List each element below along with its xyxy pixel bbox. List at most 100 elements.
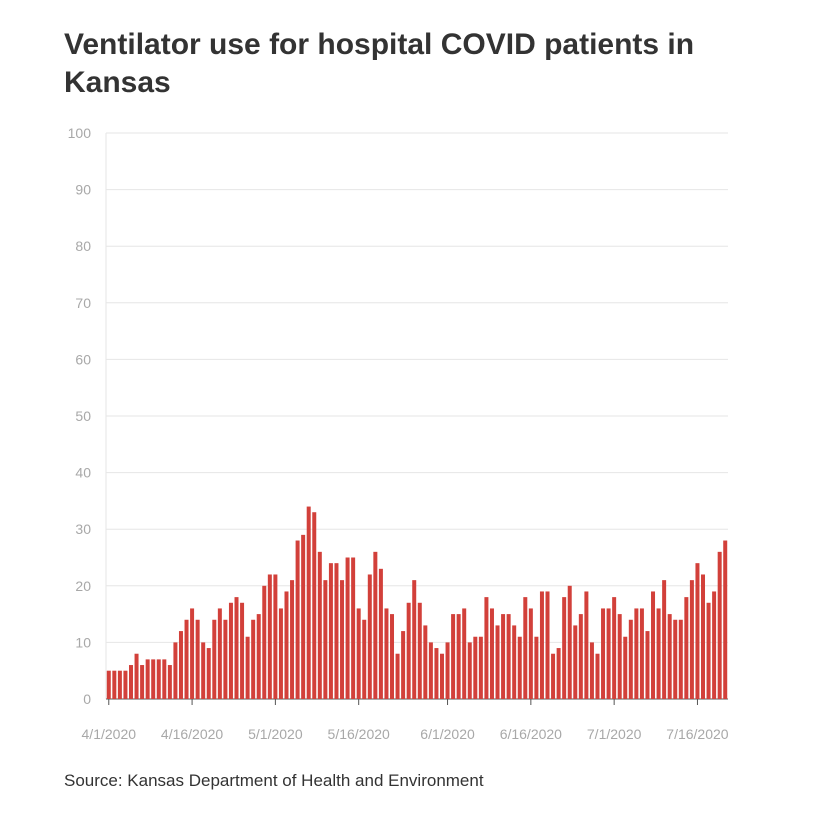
bar: [351, 557, 356, 699]
bar: [489, 608, 494, 699]
bars: [106, 506, 728, 699]
bar: [367, 574, 372, 699]
bar: [439, 653, 444, 699]
bar: [601, 608, 606, 699]
bar: [195, 619, 200, 699]
bar: [578, 614, 583, 699]
x-tick-label: 5/1/2020: [248, 726, 303, 742]
x-tick-label: 6/16/2020: [500, 726, 562, 742]
y-tick-label: 70: [75, 295, 91, 311]
bar: [340, 580, 345, 699]
bar: [612, 597, 617, 699]
bar: [223, 619, 228, 699]
bar: [451, 614, 456, 699]
bar: [390, 614, 395, 699]
bar: [162, 659, 167, 699]
x-tick-label: 7/1/2020: [587, 726, 642, 742]
bar: [512, 625, 517, 699]
bar: [667, 614, 672, 699]
bar: [317, 551, 322, 699]
y-tick-label: 80: [75, 238, 91, 254]
bar: [478, 636, 483, 699]
bar: [273, 574, 278, 699]
bar: [217, 608, 222, 699]
bar: [634, 608, 639, 699]
bar: [128, 665, 133, 699]
bar: [251, 619, 256, 699]
bar: [417, 602, 422, 699]
bar: [323, 580, 328, 699]
bar: [345, 557, 350, 699]
bar: [617, 614, 622, 699]
bar: [267, 574, 272, 699]
bar: [501, 614, 506, 699]
y-tick-label: 90: [75, 182, 91, 198]
bar: [445, 642, 450, 699]
bar: [473, 636, 478, 699]
bar: [556, 648, 561, 699]
bar: [562, 597, 567, 699]
bar: [362, 619, 367, 699]
bar: [245, 636, 250, 699]
bar: [262, 585, 267, 699]
bar: [240, 602, 245, 699]
x-tick-label: 4/1/2020: [82, 726, 137, 742]
bar: [228, 602, 233, 699]
y-axis-ticks: 0 10 20 30 40 50 60 70 80 90 100: [68, 125, 92, 707]
bar: [401, 631, 406, 699]
y-tick-label: 20: [75, 578, 91, 594]
bar: [689, 580, 694, 699]
bar: [278, 608, 283, 699]
bar: [423, 625, 428, 699]
bar: [140, 665, 145, 699]
bar: [545, 591, 550, 699]
bar: [167, 665, 172, 699]
bar: [134, 653, 139, 699]
y-tick-label: 30: [75, 521, 91, 537]
bar: [190, 608, 195, 699]
bar: [301, 534, 306, 699]
bar: [506, 614, 511, 699]
bar: [695, 563, 700, 699]
y-tick-label: 60: [75, 351, 91, 367]
bar: [212, 619, 217, 699]
bar: [684, 597, 689, 699]
bar: [584, 591, 589, 699]
bar: [673, 619, 678, 699]
bar: [456, 614, 461, 699]
bar: [145, 659, 150, 699]
bar: [206, 648, 211, 699]
bar: [712, 591, 717, 699]
bar: [178, 631, 183, 699]
bar: [467, 642, 472, 699]
bar: [628, 619, 633, 699]
bar: [234, 597, 239, 699]
bar: [117, 670, 122, 699]
bar: [517, 636, 522, 699]
bar: [523, 597, 528, 699]
bar: [539, 591, 544, 699]
bar: [606, 608, 611, 699]
bar: [484, 597, 489, 699]
x-tick-label: 5/16/2020: [328, 726, 390, 742]
bar: [295, 540, 300, 699]
bar: [151, 659, 156, 699]
bar: [567, 585, 572, 699]
bar: [462, 608, 467, 699]
bar: [312, 512, 317, 699]
bar: [356, 608, 361, 699]
y-tick-label: 50: [75, 408, 91, 424]
bar: [201, 642, 206, 699]
bar: [428, 642, 433, 699]
bar: [184, 619, 189, 699]
bar: [573, 625, 578, 699]
bar: [334, 563, 339, 699]
bar: [589, 642, 594, 699]
bar: [373, 551, 378, 699]
bar: [495, 625, 500, 699]
bar: [528, 608, 533, 699]
x-tick-label: 7/16/2020: [666, 726, 728, 742]
bar: [412, 580, 417, 699]
